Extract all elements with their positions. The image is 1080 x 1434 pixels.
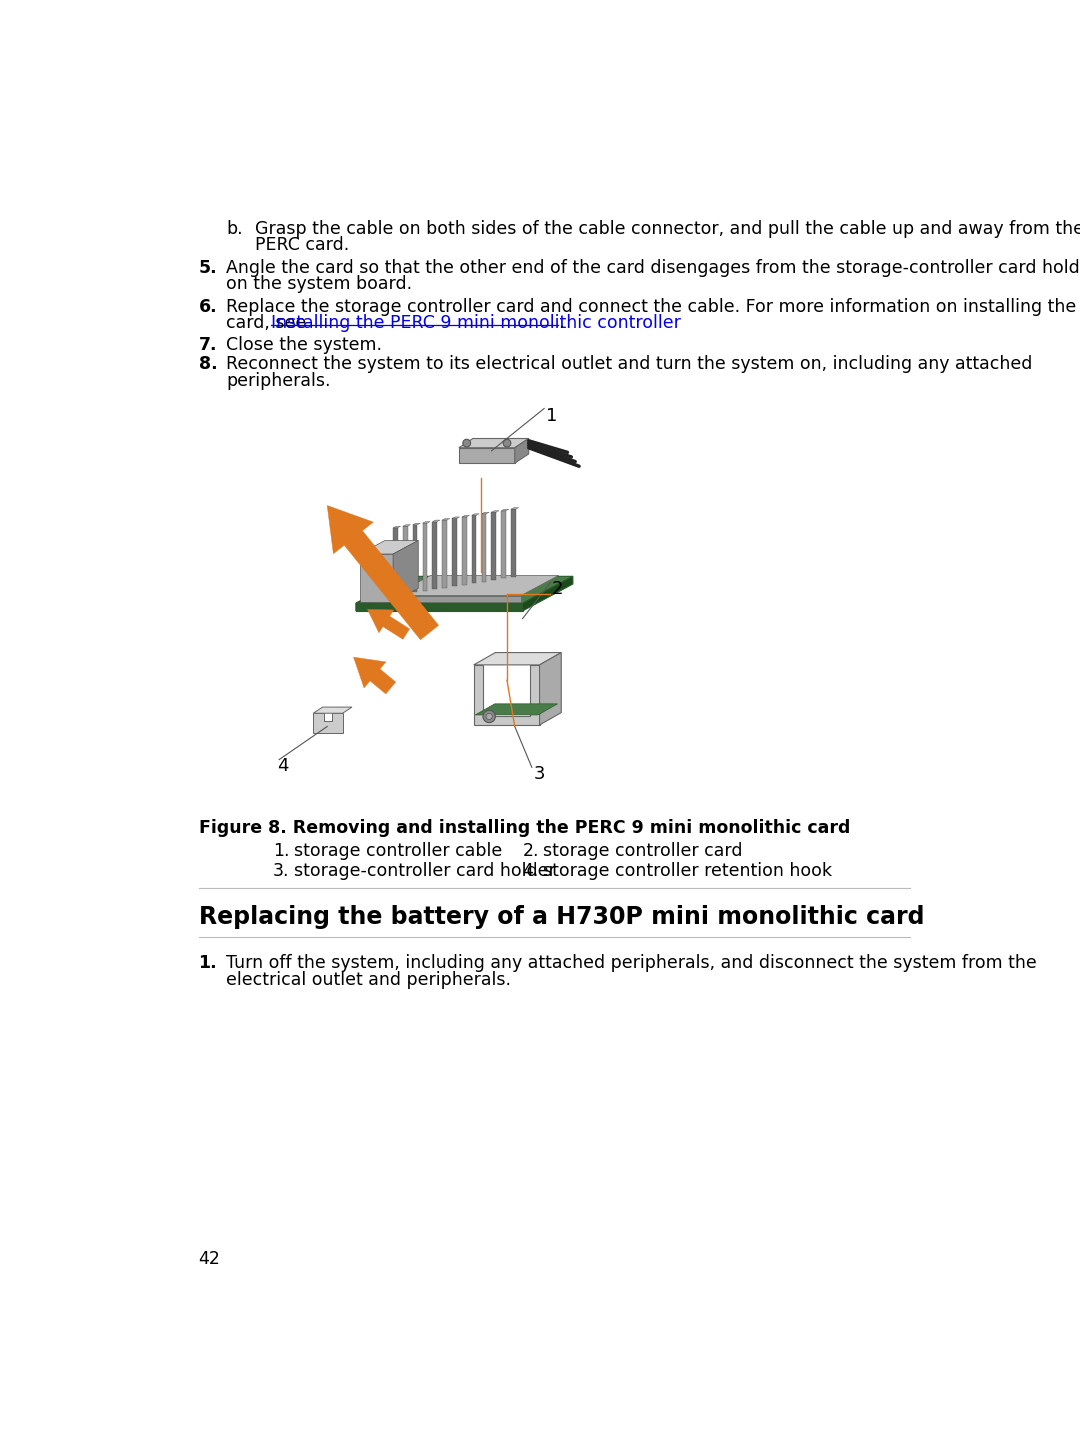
Polygon shape [501,511,505,578]
Text: storage controller cable: storage controller cable [294,842,502,860]
Text: .: . [558,314,564,331]
Polygon shape [422,523,428,591]
Polygon shape [356,576,406,611]
Text: 4: 4 [276,757,288,776]
Polygon shape [472,515,476,584]
Polygon shape [360,554,393,602]
Polygon shape [459,439,529,447]
Text: Figure 8. Removing and installing the PERC 9 mini monolithic card: Figure 8. Removing and installing the PE… [199,819,850,837]
Text: Close the system.: Close the system. [227,336,382,354]
Text: Angle the card so that the other end of the card disengages from the storage-con: Angle the card so that the other end of … [227,260,1080,277]
Polygon shape [393,528,397,595]
Polygon shape [313,707,352,713]
Polygon shape [313,713,342,733]
Circle shape [486,713,492,720]
Polygon shape [474,652,562,665]
Text: storage controller card: storage controller card [543,842,743,860]
Polygon shape [475,704,557,716]
Polygon shape [403,525,410,526]
Text: 5.: 5. [199,260,217,277]
Text: peripherals.: peripherals. [227,371,330,390]
Polygon shape [353,657,395,694]
Polygon shape [540,652,562,726]
Circle shape [463,439,471,447]
Polygon shape [432,522,437,589]
Polygon shape [403,526,407,594]
Polygon shape [356,604,523,611]
Polygon shape [472,513,480,515]
Polygon shape [523,576,572,611]
Text: electrical outlet and peripherals.: electrical outlet and peripherals. [227,971,512,988]
Text: b.: b. [227,219,243,238]
Polygon shape [327,506,438,640]
Polygon shape [432,521,440,522]
Polygon shape [515,439,529,463]
Polygon shape [360,541,418,554]
Text: 8.: 8. [199,356,217,373]
Polygon shape [442,521,447,588]
Text: Grasp the cable on both sides of the cable connector, and pull the cable up and : Grasp the cable on both sides of the cab… [255,219,1080,238]
Polygon shape [474,665,540,726]
Polygon shape [442,519,449,521]
Polygon shape [482,513,486,582]
Polygon shape [453,519,457,587]
Text: Turn off the system, including any attached peripherals, and disconnect the syst: Turn off the system, including any attac… [227,955,1037,972]
Text: 3.: 3. [273,862,289,880]
Polygon shape [482,512,489,513]
Text: 2.: 2. [523,842,539,860]
Polygon shape [459,447,515,463]
Polygon shape [393,595,521,602]
Polygon shape [393,575,558,595]
Text: 6.: 6. [199,298,217,315]
Text: 1: 1 [545,407,557,424]
Text: 2: 2 [552,581,564,598]
Circle shape [503,439,511,447]
Polygon shape [491,511,499,512]
Circle shape [483,710,496,723]
Polygon shape [501,509,509,511]
Text: PERC card.: PERC card. [255,237,349,254]
Text: Reconnect the system to its electrical outlet and turn the system on, including : Reconnect the system to its electrical o… [227,356,1032,373]
Polygon shape [356,576,572,604]
Polygon shape [462,515,470,516]
Polygon shape [413,525,417,592]
Polygon shape [413,523,420,525]
Text: 42: 42 [199,1250,220,1268]
Polygon shape [491,512,496,579]
Polygon shape [462,516,467,585]
Text: 4.: 4. [523,862,539,880]
Text: Replacing the battery of a H730P mini monolithic card: Replacing the battery of a H730P mini mo… [199,905,924,929]
Polygon shape [511,508,518,509]
Text: 7.: 7. [199,336,217,354]
Polygon shape [422,522,430,523]
Polygon shape [453,516,460,519]
Text: Replace the storage controller card and connect the cable. For more information : Replace the storage controller card and … [227,298,1077,315]
Text: card, see: card, see [227,314,312,331]
Text: 1.: 1. [199,955,217,972]
Text: 3: 3 [534,764,544,783]
Text: on the system board.: on the system board. [227,275,413,294]
Text: Installing the PERC 9 mini monolithic controller: Installing the PERC 9 mini monolithic co… [271,314,681,331]
Text: 1.: 1. [273,842,289,860]
Text: storage-controller card holder: storage-controller card holder [294,862,555,880]
Polygon shape [367,609,409,640]
Polygon shape [393,541,418,602]
Text: storage controller retention hook: storage controller retention hook [543,862,833,880]
Polygon shape [393,526,401,528]
Polygon shape [511,509,516,576]
